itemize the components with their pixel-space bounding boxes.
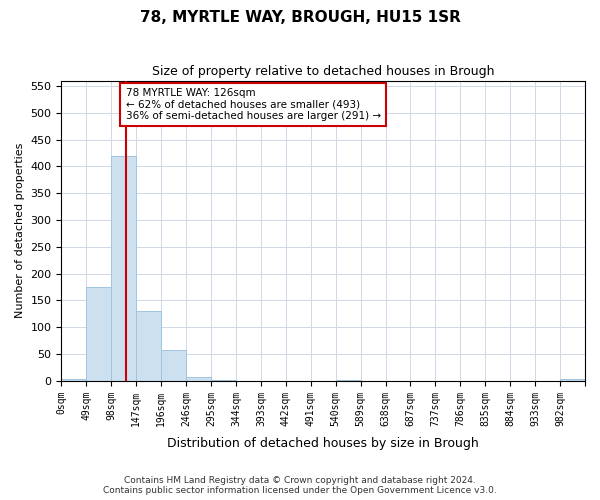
- Bar: [61, 380, 86, 381]
- X-axis label: Distribution of detached houses by size in Brough: Distribution of detached houses by size …: [167, 437, 479, 450]
- Bar: [335, 380, 361, 381]
- Bar: [136, 311, 161, 381]
- Text: Contains HM Land Registry data © Crown copyright and database right 2024.
Contai: Contains HM Land Registry data © Crown c…: [103, 476, 497, 495]
- Bar: [560, 380, 585, 381]
- Bar: [186, 377, 211, 381]
- Y-axis label: Number of detached properties: Number of detached properties: [15, 143, 25, 318]
- Bar: [161, 350, 186, 381]
- Bar: [86, 287, 111, 381]
- Text: 78, MYRTLE WAY, BROUGH, HU15 1SR: 78, MYRTLE WAY, BROUGH, HU15 1SR: [140, 10, 460, 25]
- Bar: [111, 156, 136, 381]
- Bar: [211, 380, 236, 381]
- Title: Size of property relative to detached houses in Brough: Size of property relative to detached ho…: [152, 65, 494, 78]
- Text: 78 MYRTLE WAY: 126sqm
← 62% of detached houses are smaller (493)
36% of semi-det: 78 MYRTLE WAY: 126sqm ← 62% of detached …: [125, 88, 380, 122]
